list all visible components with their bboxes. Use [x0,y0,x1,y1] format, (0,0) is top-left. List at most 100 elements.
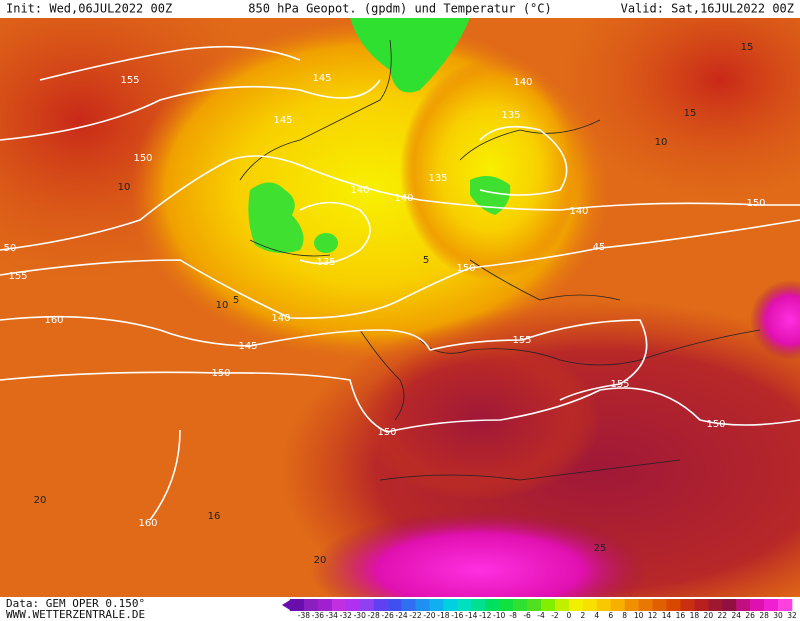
warm-area [560,18,800,200]
contour-label: 150 [746,198,765,209]
colorbar-label: 22 [718,611,728,620]
colorbar-swatch [331,599,347,611]
contour-label: 45 [593,242,606,253]
colorbar-label: -14 [465,611,477,620]
isotherm-label: 20 [314,555,327,566]
colorbar-swatch [722,599,737,611]
very-hot-area [310,510,650,597]
colorbar-swatch [666,599,681,611]
colorbar-label: 26 [745,611,755,620]
contour-label: 155 [8,271,27,282]
colorbar-label: -10 [493,611,505,620]
contour-label: 140 [513,77,532,88]
colorbar-label: 30 [773,611,783,620]
isotherm-label: 10 [655,137,668,148]
colorbar-label: 24 [731,611,741,620]
cold-area [470,176,511,215]
map-title: 850 hPa Geopot. (gpdm) und Temperatur (°… [248,2,551,16]
colorbar-label: -26 [381,611,393,620]
contour-label: 145 [238,341,257,352]
colorbar-label: -18 [437,611,449,620]
isotherm-label: 25 [594,543,607,554]
cold-area [314,233,338,253]
colorbar-label: -28 [368,611,380,620]
colorbar-label: 0 [566,611,571,620]
colorbar-swatch [457,599,472,611]
colorbar-swatch [596,599,612,611]
colorbar-swatch [359,599,374,611]
contour-label: 155 [610,379,629,390]
colorbar-label: -12 [479,611,491,620]
colorbar-swatch [290,599,305,611]
colorbar-arrow [282,600,290,610]
contour-label: 145 [273,115,292,126]
colorbar-label: -20 [423,611,435,620]
colorbar-swatch [317,599,333,611]
map-labels: 155 1451451501401401351351401401504515013… [4,42,766,566]
contour-label: 155 [512,335,531,346]
isotherm-label: 16 [208,511,221,522]
colorbar-label: 16 [676,611,686,620]
colorbar-swatch [541,599,556,611]
colorbar-label: -2 [551,611,559,620]
colorbar-swatch [485,599,500,611]
isotherm-label: 20 [34,495,47,506]
isotherm-label: 15 [741,42,754,53]
colorbar-swatch [610,599,625,611]
colorbar-swatch [568,599,584,611]
colorbar-label: 32 [787,611,797,620]
contour-label: 135 [316,257,335,268]
colorbar-label: -30 [354,611,366,620]
contour-label: 150 [706,419,725,430]
colorbar-label: 18 [690,611,700,620]
colorbar-swatch [443,599,458,611]
contour-label: 140 [350,185,369,196]
colorbar-swatch [303,599,319,611]
contour-label: 135 [501,110,520,121]
colorbar-label: -24 [395,611,407,620]
contour-label: 150 [211,368,230,379]
colorbar-swatch [750,599,765,611]
colorbar-label: 6 [608,611,613,620]
very-hot-area [750,280,800,360]
colorbar-swatch [694,599,709,611]
colorbar-label: -38 [298,611,310,620]
contour-label: 135 [428,173,447,184]
colorbar-swatch [652,599,667,611]
colorbar-swatch [527,599,542,611]
colorbar-swatch [638,599,653,611]
colorbar-swatch [345,599,361,611]
contour-label: 140 [569,206,588,217]
valid-time: Valid: Sat,16JUL2022 00Z [621,2,794,16]
colorbar-swatch [401,599,416,611]
colorbar-swatch [624,599,639,611]
colorbar-label: -6 [523,611,531,620]
colorbar-swatch [736,599,751,611]
geopotential-contour [0,45,800,521]
colorbar-label: 12 [648,611,658,620]
site-name: WWW.WETTERZENTRALE.DE [6,608,145,621]
colorbar-label: 28 [759,611,769,620]
colorbar-label: -4 [537,611,545,620]
contour-label: 150 [133,153,152,164]
colorbar-label: -8 [509,611,517,620]
colorbar-label: 8 [622,611,627,620]
cool-area [400,60,580,280]
contour-label: 155 [120,75,139,86]
contour-label: 160 [138,518,157,529]
isotherm-label: 5 [233,295,239,306]
colorbar-swatch [764,599,779,611]
contour-label: 140 [271,313,290,324]
colorbar-swatch [582,599,598,611]
coastline [239,39,761,481]
colorbar-swatch [680,599,695,611]
isotherm-label: 15 [684,108,697,119]
isotherm-label: 5 [423,255,429,266]
colorbar-swatch [778,599,793,611]
contour-label: 140 [394,193,413,204]
colorbar-swatch [708,599,723,611]
colorbar-label: 4 [594,611,599,620]
header-bar [0,0,800,18]
